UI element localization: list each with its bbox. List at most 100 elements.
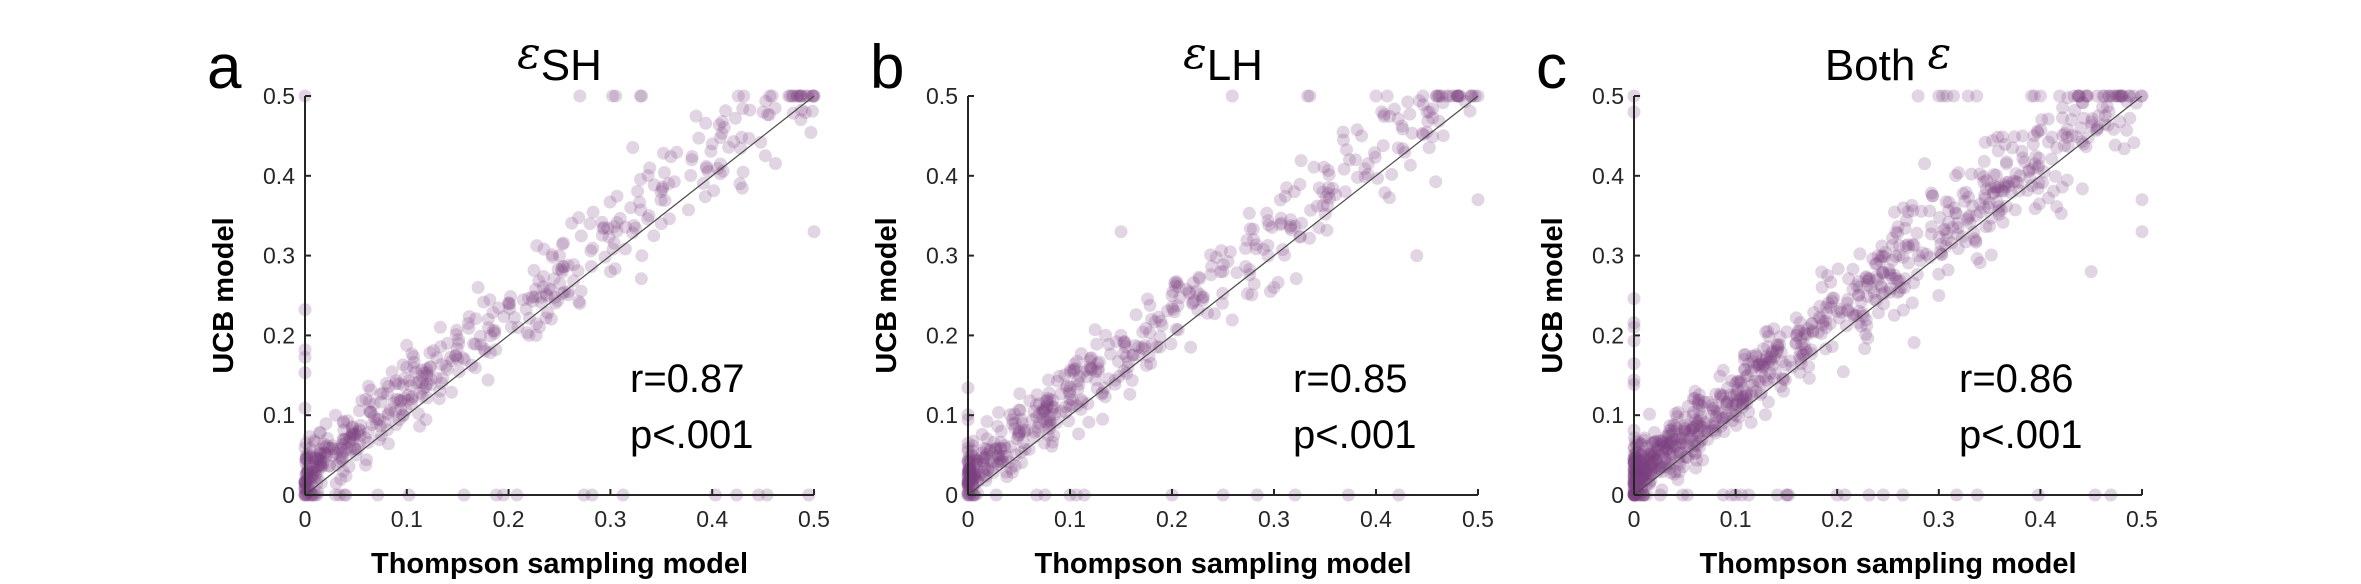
scatter-point <box>1662 442 1676 456</box>
scatter-point <box>962 450 976 464</box>
scatter-point <box>2011 176 2025 190</box>
scatter-point <box>684 169 698 182</box>
scatter-point <box>1686 392 1700 406</box>
scatter-point <box>2021 183 2034 197</box>
scatter-point <box>1064 365 1078 379</box>
scatter-point <box>994 442 1008 456</box>
scatter-point <box>423 346 437 360</box>
scatter-point <box>1846 262 1860 276</box>
scatter-point <box>2120 94 2134 108</box>
scatter-point <box>396 358 410 372</box>
scatter-point <box>801 89 815 103</box>
scatter-point <box>966 444 980 458</box>
panel-a: 0 0.1 0.2 0.3 0.4 0.500.10.20.30.40.5Thompson… <box>207 28 830 580</box>
scatter-point <box>1725 414 1739 428</box>
scatter-point <box>1040 391 1054 405</box>
scatter-point <box>2070 130 2083 144</box>
scatter-point <box>1697 424 1711 438</box>
scatter-point <box>1666 447 1679 461</box>
scatter-point <box>553 249 566 263</box>
scatter-point <box>1901 205 1915 219</box>
scatter-point <box>1970 89 1984 103</box>
scatter-point <box>1694 410 1708 424</box>
scatter-point <box>1122 355 1135 369</box>
scatter-point <box>1825 340 1839 353</box>
scatter-point <box>656 182 669 196</box>
scatter-point <box>1859 327 1873 341</box>
scatter-point <box>325 442 339 455</box>
scatter-point <box>1247 233 1261 247</box>
scatter-point <box>1405 126 1419 140</box>
scatter-point <box>1678 424 1692 438</box>
scatter-point <box>1385 167 1399 181</box>
scatter-point <box>667 175 681 189</box>
scatter-point <box>1753 357 1766 371</box>
scatter-point <box>329 446 343 460</box>
scatter-point <box>983 443 997 456</box>
scatter-point <box>1642 447 1656 461</box>
scatter-point <box>1080 363 1094 377</box>
x-tick-label: 0.2 <box>1821 506 1853 532</box>
x-tick-label: 0.1 <box>391 506 423 532</box>
scatter-point <box>1669 439 1683 453</box>
scatter-point <box>1040 394 1054 408</box>
scatter-point <box>1047 401 1061 415</box>
scatter-point <box>603 265 617 279</box>
scatter-point <box>557 260 571 274</box>
scatter-point <box>634 203 648 217</box>
scatter-point <box>2036 176 2050 189</box>
scatter-point <box>987 435 1001 449</box>
scatter-point <box>364 405 378 419</box>
scatter-point <box>2120 123 2134 137</box>
scatter-point <box>1671 405 1685 419</box>
scatter-point <box>970 453 983 467</box>
scatter-point <box>2041 112 2055 126</box>
scatter-point <box>2075 182 2089 196</box>
scatter-point <box>419 413 433 427</box>
scatter-point <box>537 270 551 283</box>
scatter-point <box>435 376 449 390</box>
scatter-point <box>419 380 433 394</box>
scatter-point <box>2129 96 2143 110</box>
scatter-point <box>1836 365 1850 379</box>
scatter-point <box>963 454 977 468</box>
scatter-point <box>1905 198 1919 212</box>
scatter-point <box>1645 450 1659 464</box>
scatter-point <box>1840 296 1854 310</box>
scatter-point <box>1193 272 1206 286</box>
scatter-point <box>471 281 485 294</box>
scatter-point <box>967 466 981 480</box>
scatter-point <box>363 405 377 418</box>
scatter-point <box>308 451 322 465</box>
scatter-point <box>1751 358 1764 372</box>
scatter-point <box>2032 159 2046 173</box>
scatter-point <box>966 471 980 485</box>
scatter-point <box>1091 357 1105 371</box>
scatter-point <box>542 282 556 296</box>
scatter-point <box>737 89 751 103</box>
scatter-point <box>1877 297 1891 311</box>
scatter-point <box>1068 362 1082 376</box>
scatter-point <box>526 294 540 308</box>
scatter-point <box>1779 358 1793 372</box>
scatter-point <box>1368 150 1382 164</box>
scatter-point <box>1854 295 1868 309</box>
scatter-point <box>1446 89 1460 103</box>
scatter-point <box>408 365 422 379</box>
scatter-point <box>1987 185 2001 199</box>
scatter-point <box>1015 456 1029 470</box>
scatter-point <box>1891 226 1905 240</box>
scatter-point <box>481 373 495 387</box>
scatter-point <box>1825 294 1839 308</box>
scatter-point <box>2057 139 2071 153</box>
scatter-point <box>996 453 1009 467</box>
scatter-point <box>553 276 567 290</box>
scatter-point <box>2026 161 2040 175</box>
scatter-point <box>1914 204 1928 218</box>
scatter-point <box>1637 431 1651 445</box>
x-tick-label: 0.2 <box>493 506 525 532</box>
scatter-point <box>1637 433 1651 447</box>
scatter-point <box>1801 322 1815 336</box>
scatter-point <box>329 408 342 422</box>
scatter-point <box>1676 460 1690 474</box>
